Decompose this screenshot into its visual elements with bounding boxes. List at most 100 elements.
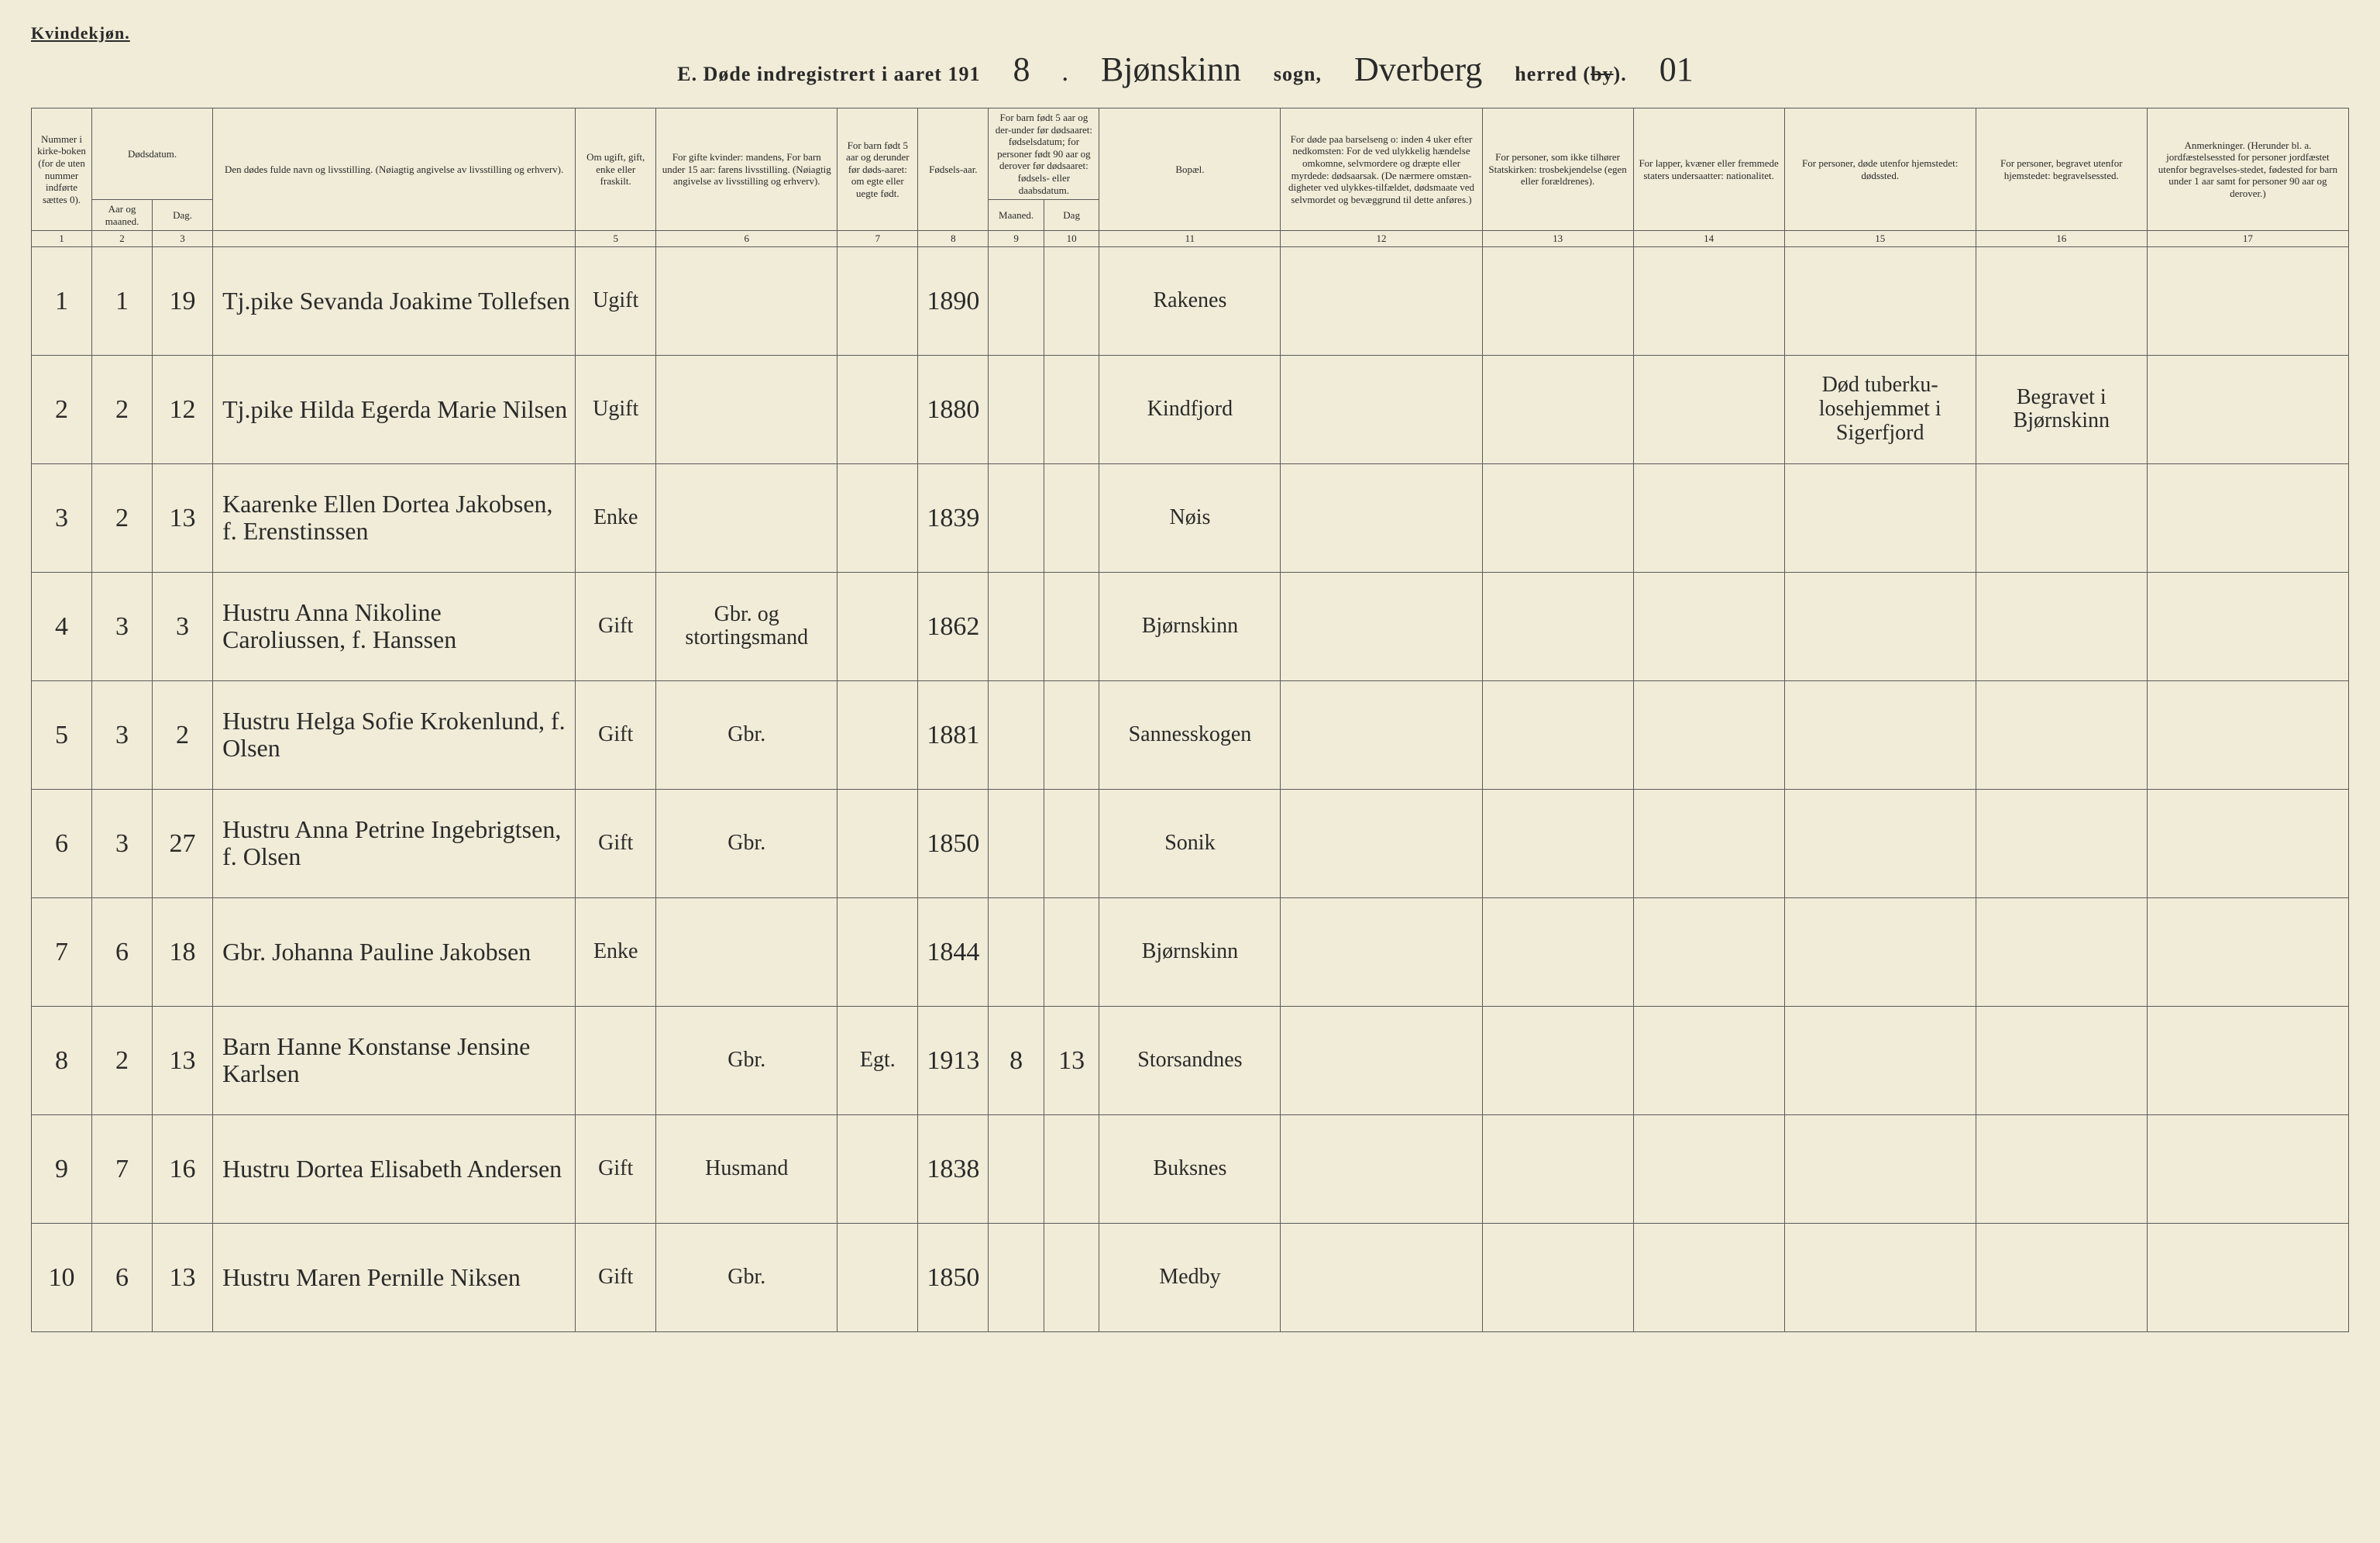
cell-name: Hustru Anna Nikoline Caroliussen, f. Han… — [213, 572, 576, 680]
cell-nat — [1633, 1223, 1784, 1331]
label-herred: herred (by). — [1515, 63, 1626, 86]
cell-husb: Gbr. — [656, 680, 837, 789]
column-number-row: 1 2 3 5 6 7 8 9 10 11 12 13 14 15 16 17 — [32, 231, 2349, 247]
cell-rem — [2147, 1223, 2348, 1331]
cell-d: 16 — [153, 1114, 213, 1223]
parish-name: Bjønskinn — [1092, 50, 1250, 89]
cell-cause — [1281, 246, 1482, 355]
cell-rem — [2147, 355, 2348, 463]
cell-n: 6 — [32, 789, 92, 897]
cell-deathpl — [1784, 1223, 1976, 1331]
cell-d: 19 — [153, 246, 213, 355]
table-row: 10613Hustru Maren Pernille NiksenGiftGbr… — [32, 1223, 2349, 1331]
cell-bm — [989, 246, 1044, 355]
cell-rem — [2147, 897, 2348, 1006]
colnum: 8 — [918, 231, 989, 247]
cell-civil: Gift — [576, 1223, 656, 1331]
cell-byear: 1913 — [918, 1006, 989, 1114]
colnum: 7 — [837, 231, 918, 247]
cell-burial — [1976, 463, 2147, 572]
cell-cause — [1281, 1223, 1482, 1331]
cell-bd — [1044, 463, 1099, 572]
cell-nat — [1633, 355, 1784, 463]
colnum: 14 — [1633, 231, 1784, 247]
cell-civil: Ugift — [576, 246, 656, 355]
cell-husb — [656, 463, 837, 572]
cell-civil: Gift — [576, 572, 656, 680]
col-17-header: Anmerkninger. (Herunder bl. a. jordfæste… — [2147, 108, 2348, 231]
title-prefix: E. Døde indregistrert i aaret 191 — [677, 63, 980, 86]
cell-d: 12 — [153, 355, 213, 463]
cell-byear: 1844 — [918, 897, 989, 1006]
colnum: 13 — [1482, 231, 1633, 247]
col-15-header: For personer, døde utenfor hjemstedet: d… — [1784, 108, 1976, 231]
colnum: 9 — [989, 231, 1044, 247]
cell-resid: Nøis — [1099, 463, 1281, 572]
cell-nat — [1633, 463, 1784, 572]
cell-bm — [989, 1114, 1044, 1223]
cell-deathpl — [1784, 246, 1976, 355]
col-9b-header: Dag — [1044, 200, 1099, 231]
cell-deathpl — [1784, 789, 1976, 897]
cell-m: 3 — [92, 572, 153, 680]
cell-d: 3 — [153, 572, 213, 680]
cell-deathpl — [1784, 1114, 1976, 1223]
cell-byear: 1838 — [918, 1114, 989, 1223]
cell-name: Hustru Anna Petrine Ingebrigtsen, f. Ols… — [213, 789, 576, 897]
cell-resid: Sonik — [1099, 789, 1281, 897]
cell-cause — [1281, 1114, 1482, 1223]
col-8-header: Fødsels-aar. — [918, 108, 989, 231]
cell-bd — [1044, 789, 1099, 897]
cell-m: 3 — [92, 789, 153, 897]
cell-nat — [1633, 680, 1784, 789]
cell-n: 10 — [32, 1223, 92, 1331]
cell-civil: Ugift — [576, 355, 656, 463]
cell-rem — [2147, 680, 2348, 789]
page-number: 01 — [1650, 50, 1703, 89]
col-2b-header: Dag. — [153, 200, 213, 231]
cell-legit — [837, 897, 918, 1006]
cell-burial — [1976, 246, 2147, 355]
cell-relig — [1482, 355, 1633, 463]
cell-nat — [1633, 572, 1784, 680]
district-name: Dverberg — [1345, 50, 1491, 89]
cell-relig — [1482, 789, 1633, 897]
cell-nat — [1633, 1114, 1784, 1223]
cell-resid: Sannesskogen — [1099, 680, 1281, 789]
cell-rem — [2147, 789, 2348, 897]
cell-resid: Buksnes — [1099, 1114, 1281, 1223]
col-2a-header: Aar og maaned. — [92, 200, 153, 231]
cell-deathpl — [1784, 897, 1976, 1006]
cell-relig — [1482, 1223, 1633, 1331]
cell-burial — [1976, 1006, 2147, 1114]
colnum: 17 — [2147, 231, 2348, 247]
cell-m: 6 — [92, 897, 153, 1006]
cell-resid: Medby — [1099, 1223, 1281, 1331]
cell-resid: Storsandnes — [1099, 1006, 1281, 1114]
title-row: E. Døde indregistrert i aaret 191 8 . Bj… — [31, 50, 2349, 89]
cell-civil: Enke — [576, 463, 656, 572]
cell-d: 13 — [153, 1223, 213, 1331]
cell-d: 27 — [153, 789, 213, 897]
cell-bd — [1044, 572, 1099, 680]
cell-legit — [837, 246, 918, 355]
cell-burial — [1976, 572, 2147, 680]
cell-n: 5 — [32, 680, 92, 789]
cell-nat — [1633, 246, 1784, 355]
title-period: . — [1062, 63, 1068, 86]
herred-open: herred ( — [1515, 63, 1591, 85]
cell-byear: 1890 — [918, 246, 989, 355]
col-1-header: Nummer i kirke-boken (for de uten nummer… — [32, 108, 92, 231]
cell-cause — [1281, 680, 1482, 789]
cell-n: 1 — [32, 246, 92, 355]
cell-burial — [1976, 1114, 2147, 1223]
table-row: 9716Hustru Dortea Elisabeth AndersenGift… — [32, 1114, 2349, 1223]
cell-legit — [837, 463, 918, 572]
cell-bm — [989, 355, 1044, 463]
cell-bd — [1044, 680, 1099, 789]
struck-by: by — [1591, 63, 1613, 85]
colnum: 11 — [1099, 231, 1281, 247]
cell-bm — [989, 789, 1044, 897]
register-body: 1119Tj.pike Sevanda Joakime TollefsenUgi… — [32, 246, 2349, 1331]
cell-civil: Gift — [576, 680, 656, 789]
